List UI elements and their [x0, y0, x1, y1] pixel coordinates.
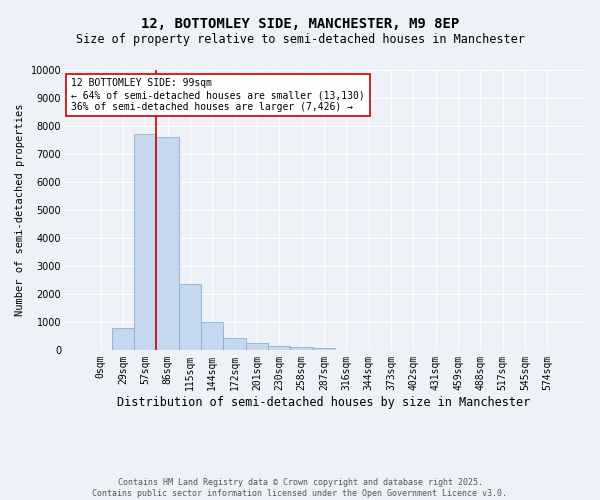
- Text: Size of property relative to semi-detached houses in Manchester: Size of property relative to semi-detach…: [76, 32, 524, 46]
- Bar: [134, 134, 157, 350]
- Bar: [157, 137, 179, 350]
- Bar: [112, 328, 134, 350]
- Text: 12, BOTTOMLEY SIDE, MANCHESTER, M9 8EP: 12, BOTTOMLEY SIDE, MANCHESTER, M9 8EP: [141, 18, 459, 32]
- Bar: [290, 348, 313, 350]
- Bar: [201, 322, 223, 350]
- Bar: [179, 284, 201, 350]
- Bar: [268, 346, 290, 350]
- Y-axis label: Number of semi-detached properties: Number of semi-detached properties: [15, 104, 25, 316]
- Bar: [313, 348, 335, 350]
- Bar: [246, 344, 268, 350]
- Text: Contains HM Land Registry data © Crown copyright and database right 2025.
Contai: Contains HM Land Registry data © Crown c…: [92, 478, 508, 498]
- X-axis label: Distribution of semi-detached houses by size in Manchester: Distribution of semi-detached houses by …: [118, 396, 530, 408]
- Bar: [223, 338, 246, 350]
- Text: 12 BOTTOMLEY SIDE: 99sqm
← 64% of semi-detached houses are smaller (13,130)
36% : 12 BOTTOMLEY SIDE: 99sqm ← 64% of semi-d…: [71, 78, 365, 112]
